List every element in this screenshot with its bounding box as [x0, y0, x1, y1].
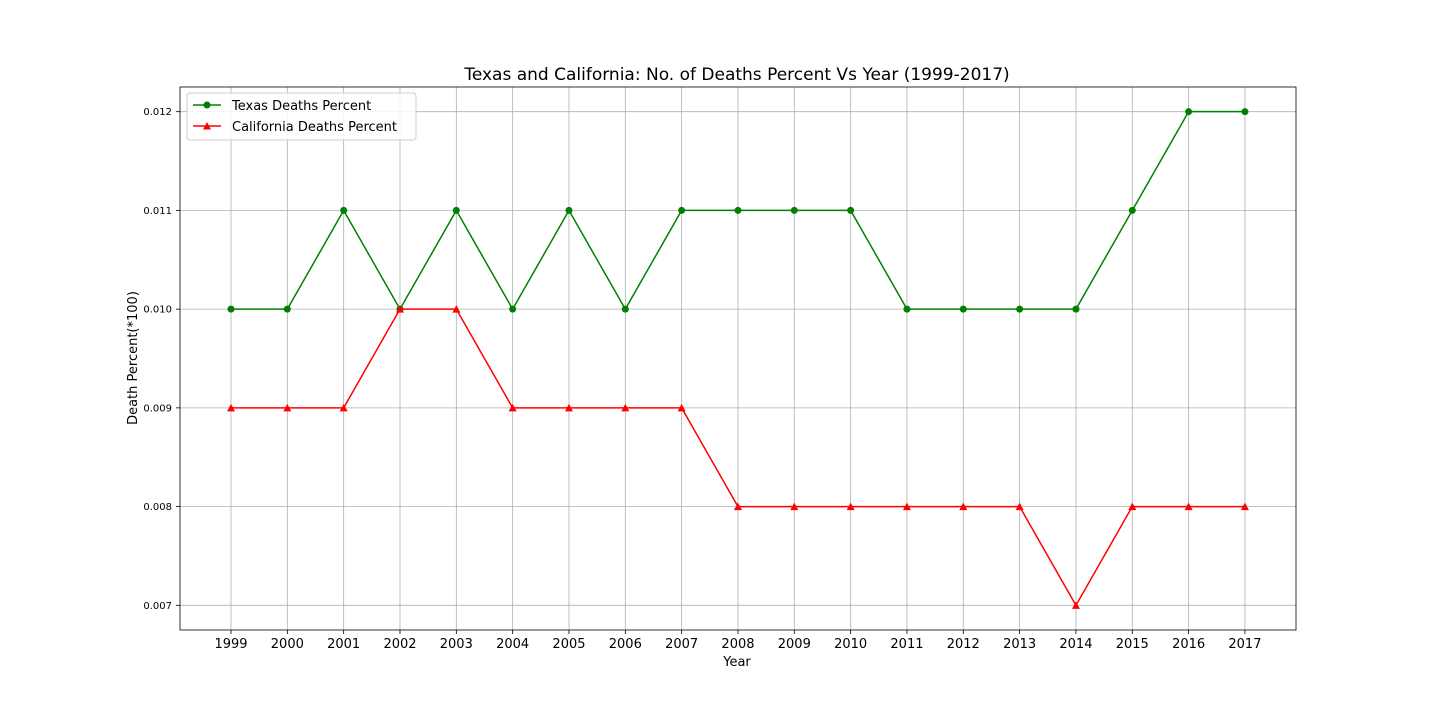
data-point [1241, 108, 1249, 116]
data-point [1015, 502, 1024, 511]
data-point [678, 206, 686, 214]
series-california [227, 305, 1249, 609]
data-point [1185, 108, 1193, 116]
y-tick-label: 0.011 [143, 206, 172, 217]
data-point [959, 502, 968, 511]
data-point [1128, 502, 1137, 511]
x-tick-label: 2002 [383, 637, 416, 652]
data-point [734, 206, 742, 214]
x-tick-label: 2009 [778, 637, 811, 652]
data-point [565, 206, 573, 214]
data-point [846, 502, 855, 511]
x-tick-label: 2011 [890, 637, 923, 652]
legend-marker-california [203, 122, 211, 130]
grid-layer [180, 87, 1296, 630]
series-layer [227, 108, 1249, 609]
data-point [677, 403, 686, 412]
data-point [903, 305, 911, 313]
data-point [395, 305, 404, 313]
x-tick-label: 2014 [1059, 637, 1092, 652]
x-tick-label: 2001 [327, 637, 360, 652]
data-point [902, 502, 911, 511]
y-tick-label: 0.008 [143, 502, 172, 513]
x-tick-label: 2010 [834, 637, 867, 652]
y-axis-label: Death Percent(*100) [126, 291, 141, 425]
x-tick-label: 2016 [1172, 637, 1205, 652]
x-tick-label: 2003 [440, 637, 473, 652]
data-point [959, 305, 967, 313]
data-point [1072, 305, 1080, 313]
data-point [452, 305, 461, 313]
data-point [733, 502, 742, 511]
legend-box [186, 92, 417, 141]
x-tick-label: 2000 [271, 637, 304, 652]
chart-title: Texas and California: No. of Deaths Perc… [463, 65, 1009, 85]
legend-marker-texas [203, 101, 211, 109]
data-point [790, 206, 798, 214]
legend: Texas Deaths Percent California Deaths P… [186, 92, 417, 141]
data-point [339, 403, 348, 412]
x-tick-label: 2015 [1116, 637, 1149, 652]
x-tick-label: 2017 [1228, 637, 1261, 652]
data-point [1184, 502, 1193, 511]
data-point [227, 305, 235, 313]
data-point [621, 305, 629, 313]
x-tick-label: 2013 [1003, 637, 1036, 652]
x-tick-label: 2004 [496, 637, 529, 652]
data-point [227, 403, 235, 412]
y-tick-label: 0.009 [143, 403, 172, 414]
data-point [790, 502, 799, 511]
data-point [1071, 601, 1080, 609]
data-point [508, 403, 517, 412]
x-tick-label: 2008 [721, 637, 754, 652]
tick-layer: 1999 2000 2001 2002 2003 2004 2005 2006 2007 2008… [143, 107, 1261, 652]
y-tick-label: 0.012 [143, 107, 172, 118]
data-point [564, 403, 573, 412]
data-point [847, 206, 855, 214]
data-point [621, 403, 630, 412]
y-tick-label: 0.007 [143, 601, 172, 612]
legend-label-california: California Deaths Percent [232, 120, 397, 135]
data-point [283, 403, 292, 412]
x-tick-label: 2012 [947, 637, 980, 652]
data-point [1016, 305, 1024, 313]
data-point [509, 305, 517, 313]
data-point [283, 305, 291, 313]
x-axis-label: Year [722, 655, 751, 670]
x-tick-label: 1999 [214, 637, 247, 652]
data-point [340, 206, 348, 214]
x-tick-label: 2005 [552, 637, 585, 652]
x-tick-label: 2007 [665, 637, 698, 652]
legend-label-texas: Texas Deaths Percent [231, 99, 371, 114]
data-point [452, 206, 460, 214]
data-point [1240, 502, 1249, 511]
x-tick-label: 2006 [609, 637, 642, 652]
y-tick-label: 0.010 [143, 305, 172, 316]
data-point [1128, 206, 1136, 214]
